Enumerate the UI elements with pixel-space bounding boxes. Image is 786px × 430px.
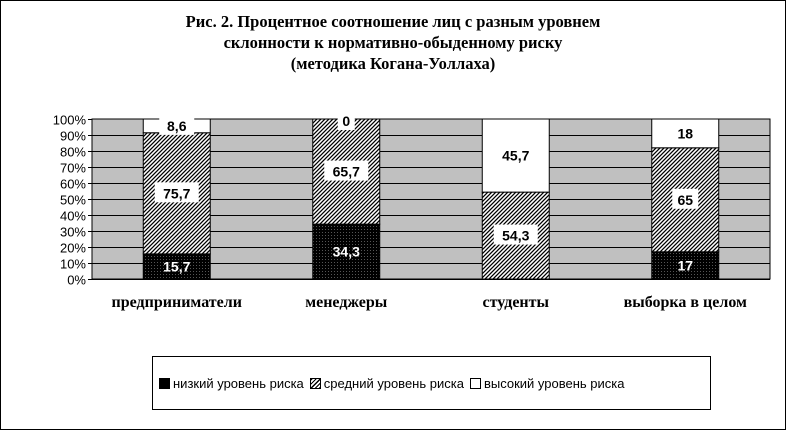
- legend-label-mid: средний уровень риска: [323, 376, 464, 391]
- legend-item-mid: средний уровень риска: [309, 376, 464, 391]
- data-label: 17: [677, 257, 693, 273]
- data-label: 8,6: [167, 118, 187, 134]
- legend-label-high: высокий уровень риска: [483, 376, 625, 391]
- legend-item-high: высокий уровень риска: [469, 376, 625, 391]
- y-tick-label: 60%: [60, 177, 86, 192]
- data-label: 34,3: [333, 244, 360, 260]
- data-label: 15,7: [163, 258, 190, 274]
- y-tick-label: 0%: [67, 273, 86, 288]
- y-tick-label: 20%: [60, 241, 86, 256]
- y-tick-label: 70%: [60, 161, 86, 176]
- chart-title: Рис. 2. Процентное соотношение лиц с раз…: [0, 11, 786, 74]
- legend-swatch-low: [159, 378, 170, 389]
- data-label-bg: [154, 182, 199, 203]
- data-label: 75,7: [163, 185, 190, 201]
- legend-label-low: низкий уровень риска: [173, 376, 304, 391]
- y-tick-label: 50%: [60, 193, 86, 208]
- data-label: 54,3: [502, 228, 529, 244]
- y-tick-label: 80%: [60, 145, 86, 160]
- data-label-bg: [493, 144, 538, 165]
- data-label-bg: [672, 188, 699, 209]
- y-tick-label: 100%: [53, 113, 87, 128]
- data-label: 45,7: [502, 148, 529, 164]
- y-tick-label: 40%: [60, 209, 86, 224]
- y-tick-label: 10%: [60, 257, 86, 272]
- data-label-bg: [159, 114, 195, 135]
- data-label-bg: [493, 224, 538, 245]
- legend-swatch-mid: [309, 378, 321, 389]
- data-label: 18: [677, 125, 693, 141]
- x-tick-label: студенты: [482, 294, 549, 311]
- legend-row: низкий уровень риска средний уровень рис…: [159, 376, 630, 391]
- bar-segment: [312, 223, 381, 280]
- bar-segment: [651, 251, 720, 280]
- title-line-3: (методика Когана-Уоллаха): [290, 54, 496, 73]
- y-tick-label: 90%: [60, 129, 86, 144]
- data-label: 65: [677, 192, 693, 208]
- legend-item-low: низкий уровень риска: [159, 376, 304, 391]
- data-label-bg: [324, 160, 369, 181]
- x-tick-label: предприниматели: [112, 294, 242, 311]
- y-tick-label: 30%: [60, 225, 86, 240]
- legend-swatch-high: [469, 378, 481, 389]
- data-label-bg: [337, 110, 355, 130]
- x-tick-label: выборка в целом: [624, 294, 747, 311]
- data-label: 65,7: [333, 164, 360, 180]
- data-label: 0: [342, 113, 350, 129]
- x-tick-label: менеджеры: [305, 294, 388, 311]
- title-line-1: Рис. 2. Процентное соотношение лиц с раз…: [185, 12, 601, 31]
- legend: низкий уровень риска средний уровень рис…: [152, 356, 711, 410]
- data-label-bg: [672, 122, 699, 143]
- title-line-2: склонности к нормативно-обыденному риску: [223, 33, 563, 52]
